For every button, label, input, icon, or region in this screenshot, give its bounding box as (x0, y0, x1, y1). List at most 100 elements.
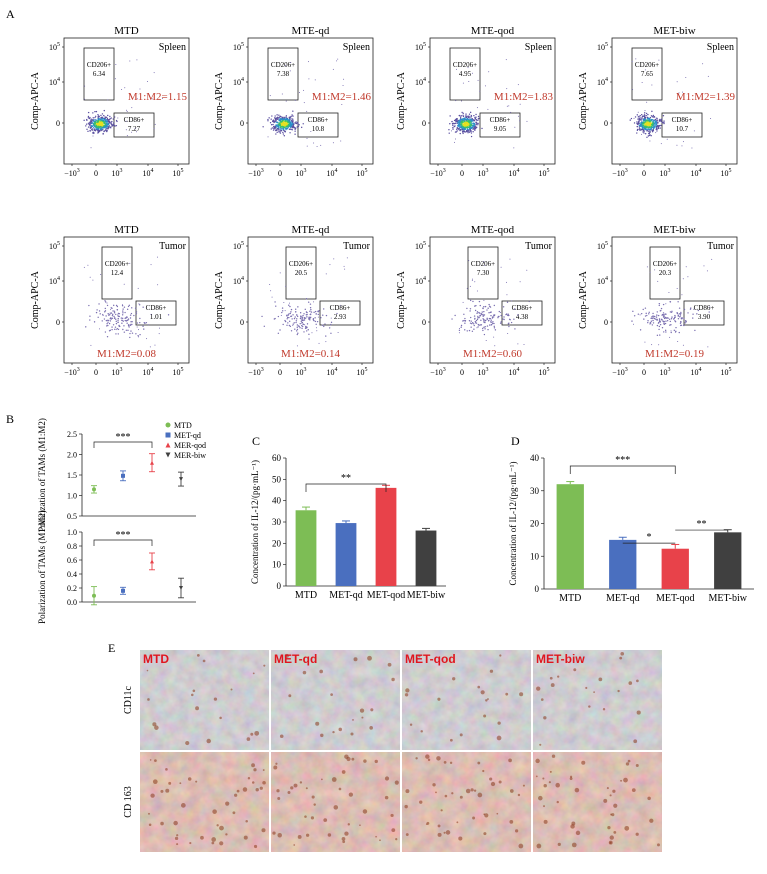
ihc-stain-spots (404, 654, 524, 742)
flow-x-tick: 104 (509, 367, 520, 377)
stain-spot (146, 669, 149, 672)
event-dot (657, 280, 659, 282)
event-dot (652, 319, 654, 322)
event-dot (95, 110, 98, 113)
flow-x-tick: 105 (539, 367, 550, 377)
event-dot (646, 266, 648, 268)
event-dot (267, 118, 269, 121)
flow-y-tick: 104 (415, 276, 426, 286)
event-dot (93, 125, 96, 128)
stain-spot (508, 758, 512, 763)
event-dot (295, 121, 297, 123)
event-dot (645, 121, 647, 123)
event-dot (303, 331, 305, 333)
event-dot (669, 301, 671, 303)
event-dot (123, 325, 125, 327)
event-dot (646, 130, 648, 132)
event-dot (709, 306, 711, 308)
event-dot (463, 118, 466, 121)
event-dot (131, 321, 133, 323)
event-dot (90, 344, 92, 346)
event-dot (93, 123, 95, 125)
event-dot (289, 126, 292, 128)
event-dot (477, 115, 480, 118)
y-tick-label: 0.8 (67, 542, 77, 551)
event-dot (650, 134, 652, 137)
event-dot (110, 312, 113, 314)
stain-spot (617, 689, 620, 693)
event-dot (295, 127, 297, 129)
cd86-label: CD86+ (330, 304, 351, 312)
event-dot (655, 318, 657, 320)
x-tick-label: MET-biw (407, 590, 446, 601)
event-dot (313, 311, 315, 314)
event-dot (468, 115, 470, 117)
event-dot (481, 327, 484, 330)
event-dot (482, 315, 484, 317)
cd206-value: 4.95 (459, 70, 472, 78)
event-dot (97, 316, 99, 318)
event-dot (660, 120, 662, 123)
flow-y-axis-label: Comp-APC-A (30, 270, 41, 329)
event-dot (107, 114, 109, 117)
cd206-gate (467, 246, 499, 300)
event-dot (470, 135, 473, 138)
stain-spot (409, 723, 413, 726)
stain-spot (327, 833, 332, 837)
event-dot (642, 115, 644, 117)
event-dot (156, 256, 158, 258)
event-dot (134, 307, 137, 309)
cd86-label: CD86+ (694, 304, 715, 312)
event-dot (138, 303, 140, 305)
stain-spot (581, 760, 586, 765)
event-dot (449, 115, 451, 117)
event-dot (126, 308, 129, 311)
stain-spot (344, 831, 349, 836)
event-dot (500, 314, 502, 317)
flow-x-tick: 0 (94, 169, 98, 178)
flow-x-tick: 105 (539, 168, 550, 178)
flow-y-axis-label: Comp-APC-A (578, 71, 589, 130)
data-point (121, 473, 125, 478)
stain-spot (480, 690, 485, 695)
stain-spot (245, 819, 248, 823)
event-dot (100, 126, 102, 128)
flow-x-tick: 105 (357, 168, 368, 178)
stain-spot (304, 815, 307, 818)
flow-plot-title: MTE-qd (292, 224, 330, 236)
event-dot (320, 144, 322, 146)
stain-spot (445, 830, 451, 835)
stain-spot (261, 828, 266, 833)
event-dot (268, 117, 270, 119)
event-dot (645, 114, 647, 117)
flow-plot-title: MTE-qd (292, 25, 330, 37)
event-dot (488, 305, 491, 307)
event-dot (315, 323, 317, 325)
event-dot (110, 317, 112, 319)
event-dot (673, 317, 675, 320)
event-dot (121, 317, 124, 320)
event-dot (687, 276, 689, 278)
event-dot (461, 111, 463, 114)
y-tick-label: 2.5 (67, 430, 77, 439)
event-dot (129, 314, 132, 316)
flow-plot-title: MET-biw (653, 25, 695, 37)
event-dot (680, 320, 682, 323)
stain-spot (299, 781, 303, 784)
event-dot (279, 131, 281, 133)
event-dot (684, 322, 686, 324)
stain-spot (341, 770, 346, 774)
tick-exponent: 5 (729, 367, 732, 373)
event-dot (488, 324, 491, 326)
event-dot (682, 278, 684, 280)
event-dot (94, 116, 96, 119)
event-dot (517, 115, 519, 117)
event-dot (329, 264, 331, 266)
stain-spot (189, 841, 192, 845)
event-dot (635, 58, 637, 60)
event-dot (89, 276, 91, 278)
event-dot (317, 313, 320, 316)
flow-plot-frame (611, 236, 738, 364)
